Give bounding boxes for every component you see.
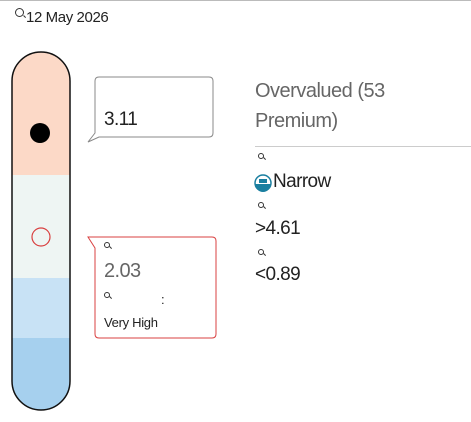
- uncertainty: Very High: [104, 315, 158, 330]
- price-callout: [87, 236, 217, 339]
- icon: [258, 249, 264, 255]
- upper-bound: >4.61: [255, 218, 301, 239]
- gauge: [11, 51, 217, 411]
- gauge-band: [12, 52, 70, 175]
- icon: [258, 202, 264, 208]
- gauge-band: [12, 278, 70, 338]
- divider: [255, 146, 471, 147]
- lower-bound: <0.89: [255, 264, 301, 285]
- moat-icon: [254, 174, 272, 192]
- icon: [104, 292, 110, 298]
- fair-value: 3.11: [104, 109, 138, 130]
- top-border: [0, 0, 471, 1]
- icon: [104, 242, 110, 248]
- gauge-band: [12, 338, 70, 410]
- moat: Narrow: [273, 171, 331, 192]
- gauge-outline: [11, 51, 71, 411]
- gauge-band: [12, 175, 70, 278]
- fair-value-dot: [30, 123, 50, 143]
- icon: [15, 8, 24, 17]
- fair-value-callout: [87, 76, 214, 143]
- separator: :: [161, 292, 165, 307]
- valuation: Overvalued (53 Premium): [255, 80, 385, 132]
- price: 2.03: [104, 260, 141, 282]
- date: 12 May 2026: [26, 9, 109, 26]
- price-dot: [31, 227, 51, 247]
- icon: [258, 153, 264, 159]
